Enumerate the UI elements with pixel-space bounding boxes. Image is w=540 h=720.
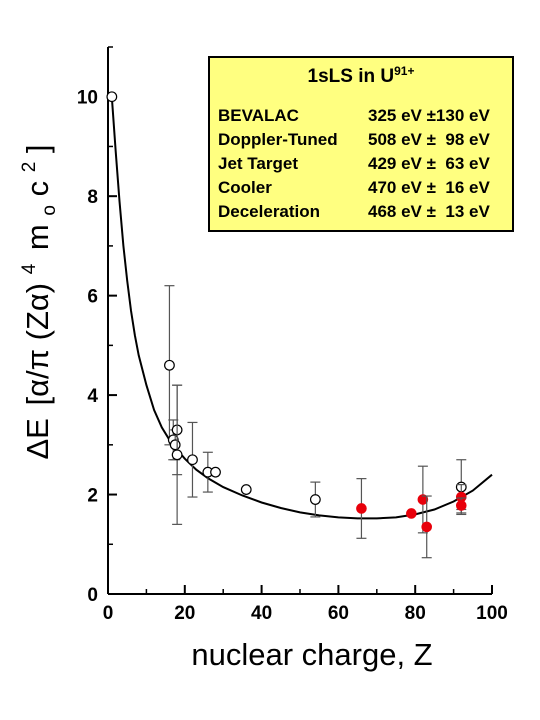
- fit-curve: [110, 96, 493, 520]
- data-point-open: [240, 484, 252, 495]
- legend-value-doppler-tuned: 508 eV ± 98 eV: [368, 130, 490, 149]
- x-tick-label: 0: [103, 603, 114, 624]
- data-point-filled: [406, 508, 417, 519]
- legend-label-jet-target: Jet Target: [218, 154, 298, 173]
- data-point-filled: [421, 521, 433, 533]
- y-axis-label: ΔE [α/π (Zα) 4 m o c 2 ]: [7, 144, 62, 459]
- svg-text:ΔE [α/π (Zα) 4: ΔE [α/π (Zα) 4 m o c 2 ]: [7, 144, 62, 459]
- data-point-open: [210, 466, 221, 478]
- x-axis-label: nuclear charge, Z: [191, 637, 432, 672]
- x-tick-label: 100: [476, 603, 508, 624]
- legend-box: 1sLS in U91+ BEVALAC 325 eV ±130 eV Dopp…: [208, 56, 514, 232]
- legend-title-superscript: 91+: [394, 64, 415, 78]
- y-label-c: c: [20, 181, 55, 197]
- legend-value-jet-target: 429 eV ± 63 eV: [368, 154, 490, 173]
- data-point-filled: [455, 500, 467, 511]
- y-tick-label: 0: [87, 585, 98, 606]
- legend-value-deceleration: 468 eV ± 13 eV: [368, 202, 490, 221]
- y-label-mass: m: [20, 224, 55, 250]
- y-label-sub-o: o: [39, 205, 60, 216]
- y-label-bracket-open: [α/π (Zα): [20, 283, 55, 406]
- y-tick-label: 6: [87, 287, 98, 308]
- data-point-filled: [417, 494, 429, 505]
- legend-label-deceleration: Deceleration: [218, 202, 321, 221]
- legend-value-cooler: 470 eV ± 16 eV: [368, 178, 490, 197]
- legend-value-bevalac: 325 eV ±130 eV: [368, 106, 490, 125]
- data-point-open: [106, 91, 118, 103]
- legend-title-text: 1sLS in U: [307, 66, 395, 87]
- data-point-open: [309, 494, 321, 505]
- x-tick-label: 60: [328, 603, 349, 624]
- legend-title: 1sLS in U91+: [210, 64, 512, 88]
- data-point-open: [187, 454, 198, 466]
- y-tick-label: 10: [77, 88, 98, 109]
- y-label-power2: 2: [19, 162, 40, 173]
- data-point-open: [164, 359, 175, 371]
- data-point-open: [171, 449, 183, 461]
- y-label-delta-e: ΔE: [20, 418, 55, 459]
- x-tick-label: 40: [251, 603, 272, 624]
- y-tick-label: 4: [87, 386, 98, 407]
- x-tick-label: 80: [405, 603, 426, 624]
- legend-label-doppler-tuned: Doppler-Tuned: [218, 130, 338, 149]
- legend-label-cooler: Cooler: [218, 178, 272, 197]
- x-tick-label: 20: [174, 603, 195, 624]
- data-point-filled: [356, 503, 367, 514]
- data-point-open: [169, 439, 181, 451]
- y-tick-label: 8: [87, 187, 98, 208]
- y-label-power4: 4: [19, 263, 40, 274]
- legend-label-bevalac: BEVALAC: [218, 106, 299, 125]
- y-tick-label: 2: [87, 486, 98, 507]
- y-label-bracket-close: ]: [20, 144, 55, 153]
